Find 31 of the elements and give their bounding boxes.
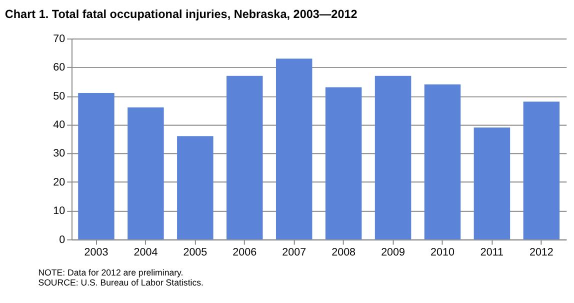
x-tick-label: 2012 (529, 246, 554, 259)
y-tick-label: 60 (53, 62, 66, 74)
bar (78, 93, 114, 240)
bar (276, 58, 312, 240)
x-tick-label: 2011 (480, 246, 504, 259)
x-tick-label: 2003 (84, 246, 108, 259)
x-tick-label: 2010 (430, 246, 454, 259)
source-note: SOURCE: U.S. Bureau of Labor Statistics. (38, 277, 204, 288)
y-tick-label: 10 (53, 205, 66, 218)
bar (128, 107, 164, 240)
bar (325, 87, 362, 240)
text: NOTE: Data for 2012 are preliminary. (38, 268, 184, 278)
x-tick-label: 2004 (134, 246, 158, 259)
x-tick-label: 2007 (282, 246, 306, 259)
y-tick-label: 20 (53, 176, 66, 188)
x-tick-label: 2009 (381, 246, 406, 259)
chart-title: Chart 1. Total fatal occupational injuries, Nebraska, 2003—2012 (4, 8, 358, 21)
x-tick-label: 2006 (232, 246, 257, 259)
bar (374, 76, 412, 240)
y-tick-label: 0 (59, 234, 66, 246)
bar (424, 84, 461, 240)
bar (474, 127, 510, 240)
y-tick-label: 40 (53, 119, 66, 132)
y-tick-label: 70 (53, 32, 66, 45)
x-tick-label: 2008 (332, 246, 356, 259)
bar (226, 76, 263, 240)
bar (177, 136, 214, 240)
x-tick-label: 2005 (183, 246, 208, 259)
bar (523, 102, 560, 240)
y-tick-label: 30 (53, 148, 66, 160)
y-tick-label: 50 (53, 90, 66, 102)
